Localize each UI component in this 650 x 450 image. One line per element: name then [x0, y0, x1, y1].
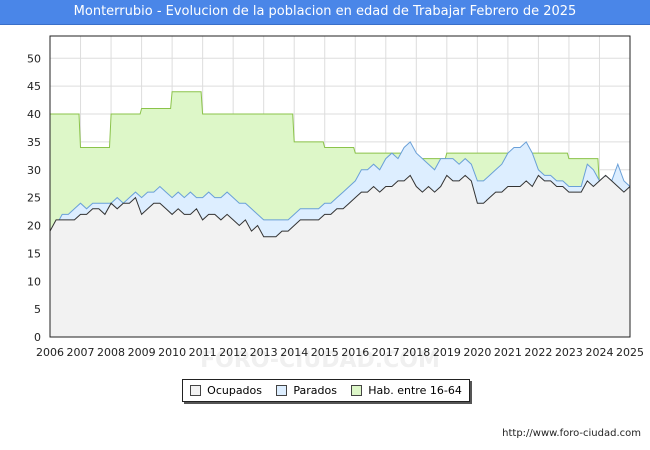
line-ocupados	[49, 174, 631, 238]
chart-title: Monterrubio - Evolucion de la poblacion …	[73, 4, 577, 19]
title-bar: Monterrubio - Evolucion de la poblacion …	[0, 0, 650, 25]
x-tick-label: 2010	[158, 346, 186, 359]
x-tick-label: 2023	[555, 346, 583, 359]
x-tick-label: 2020	[463, 346, 491, 359]
legend-item-parados: Parados	[276, 384, 337, 397]
x-tick-label: 2014	[280, 346, 308, 359]
y-tick-label: 10	[27, 275, 41, 288]
y-tick-label: 20	[27, 220, 41, 233]
x-tick-label: 2012	[219, 346, 247, 359]
y-tick-label: 25	[27, 192, 41, 205]
x-tick-label: 2009	[128, 346, 156, 359]
x-tick-label: 2019	[433, 346, 461, 359]
legend: Ocupados Parados Hab. entre 16-64	[182, 379, 470, 402]
legend-swatch-parados	[276, 385, 288, 396]
y-tick-label: 5	[34, 303, 41, 316]
x-tick-label: 2015	[311, 346, 339, 359]
x-tick-label: 2025	[616, 346, 644, 359]
y-tick-label: 50	[27, 52, 41, 65]
x-tick-label: 2018	[402, 346, 430, 359]
x-tick-label: 2011	[189, 346, 217, 359]
legend-swatch-hab	[351, 385, 363, 396]
legend-item-hab: Hab. entre 16-64	[351, 384, 462, 397]
y-tick-label: 40	[27, 108, 41, 121]
legend-item-ocupados: Ocupados	[190, 384, 262, 397]
y-tick-label: 15	[27, 247, 41, 260]
x-tick-label: 2013	[250, 346, 278, 359]
x-tick-label: 2024	[585, 346, 613, 359]
x-tick-label: 2016	[341, 346, 369, 359]
y-tick-label: 45	[27, 80, 41, 93]
legend-label-hab: Hab. entre 16-64	[368, 384, 462, 397]
watermark: FORO-CIUDAD.COM	[200, 348, 440, 370]
y-tick-label: 35	[27, 136, 41, 149]
plot-border	[49, 35, 631, 338]
x-tick-label: 2008	[97, 346, 125, 359]
y-tick-label: 0	[34, 331, 41, 344]
line-parados	[49, 141, 631, 232]
y-tick-label: 30	[27, 164, 41, 177]
legend-label-ocupados: Ocupados	[207, 384, 263, 397]
x-tick-label: 2017	[372, 346, 400, 359]
x-tick-label: 2021	[494, 346, 522, 359]
area-ocupados	[50, 175, 630, 337]
x-tick-label: 2007	[67, 346, 95, 359]
line-hab-entre-16-64	[50, 91, 630, 187]
legend-swatch-ocupados	[190, 385, 202, 396]
x-tick-label: 2022	[524, 346, 552, 359]
x-tick-label: 2006	[36, 346, 64, 359]
footer-url: http://www.foro-ciudad.com	[502, 428, 641, 439]
legend-label-parados: Parados	[293, 384, 337, 397]
